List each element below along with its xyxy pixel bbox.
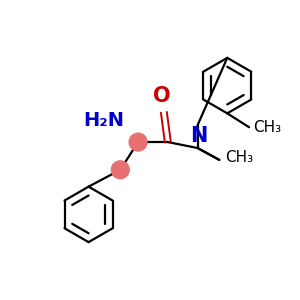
Text: CH₃: CH₃ <box>253 120 281 135</box>
Circle shape <box>129 133 147 151</box>
Text: O: O <box>153 86 171 106</box>
Circle shape <box>111 161 129 179</box>
Text: H₂N: H₂N <box>83 111 124 130</box>
Text: CH₃: CH₃ <box>225 150 254 165</box>
Text: N: N <box>190 126 207 146</box>
